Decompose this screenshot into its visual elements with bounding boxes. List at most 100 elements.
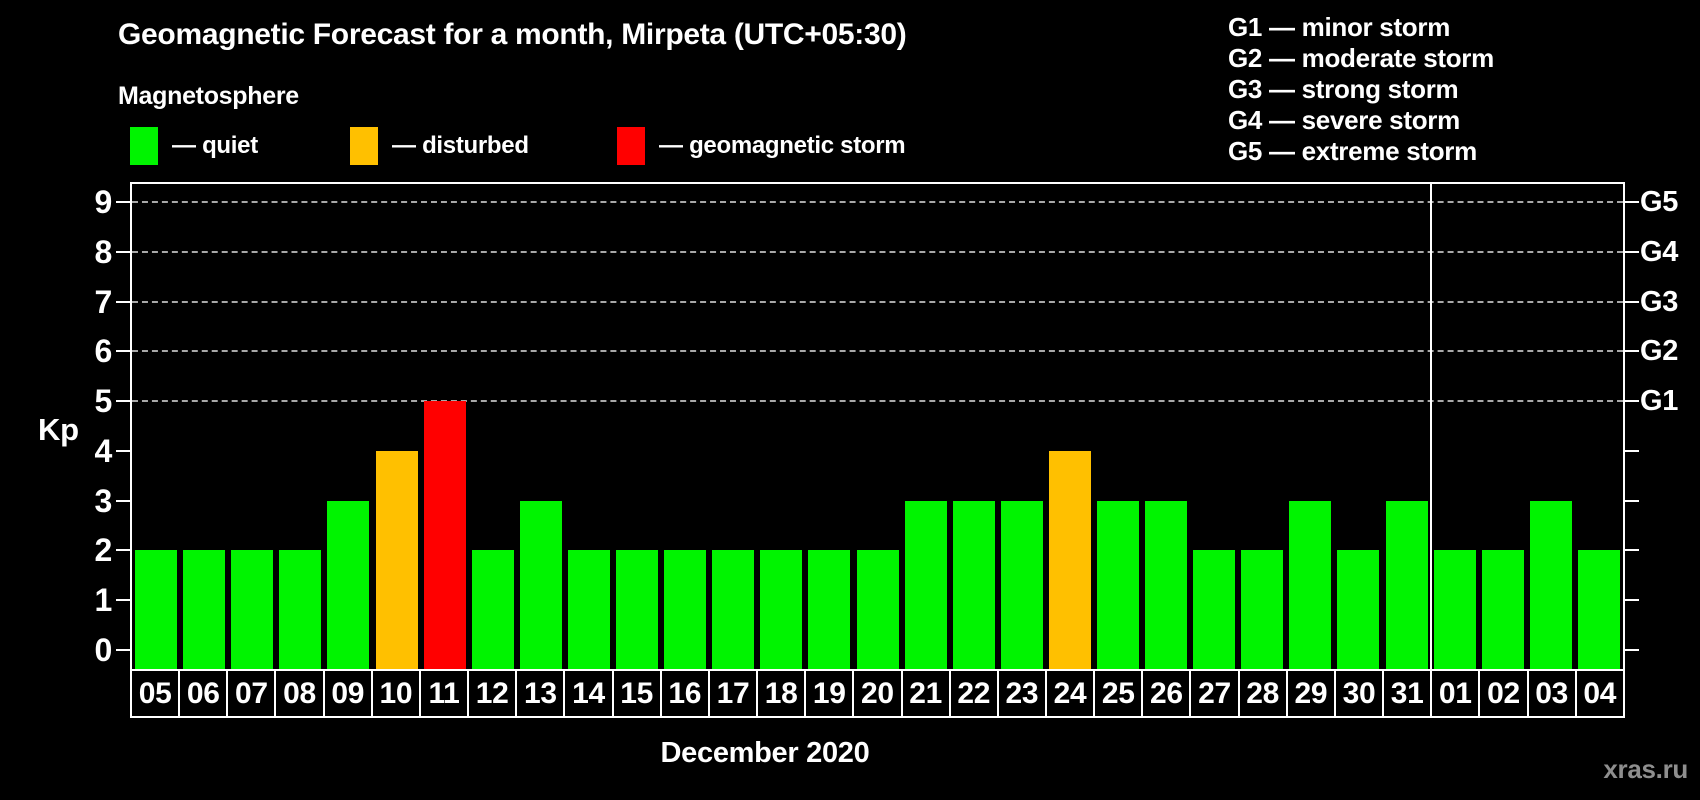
day-label-cell-20: 20	[852, 669, 903, 718]
chart-subtitle: Magnetosphere	[118, 82, 299, 110]
day-label-cell-06: 06	[178, 669, 229, 718]
bar-day-20	[856, 550, 899, 669]
y-axis-tick-right-1	[1625, 599, 1639, 602]
day-label-cell-30: 30	[1333, 669, 1385, 718]
chart-title: Geomagnetic Forecast for a month, Mirpet…	[118, 18, 907, 51]
y-axis-tick-right-6	[1625, 350, 1639, 353]
bar-day-04	[1577, 550, 1620, 669]
y-axis-label-1: 1	[94, 582, 113, 619]
y-axis-tick-left-4	[116, 449, 130, 452]
legend-label-disturbed: — disturbed	[392, 132, 529, 159]
bar-day-28	[1241, 550, 1284, 669]
y-axis-label-9: 9	[94, 183, 113, 220]
y-axis-tick-left-0	[116, 649, 130, 651]
y-axis-tick-right-5	[1625, 400, 1639, 403]
day-label-cell-07: 07	[226, 669, 277, 718]
day-label-cell-26: 26	[1141, 669, 1192, 718]
day-label-cell-21: 21	[900, 669, 951, 718]
bar-day-23	[1000, 501, 1043, 669]
storm-legend-line-1: G1 — minor storm	[1228, 12, 1451, 42]
day-label-cell-02: 02	[1478, 669, 1529, 718]
legend-swatch-disturbed	[350, 127, 378, 165]
g-scale-label-G2: G2	[1640, 335, 1679, 368]
bar-day-13	[519, 501, 562, 669]
day-label-cell-11: 11	[418, 669, 470, 718]
day-label-cell-14: 14	[563, 669, 614, 718]
bar-day-25	[1096, 501, 1139, 669]
day-label-cell-09: 09	[322, 669, 373, 718]
y-axis-tick-right-0	[1625, 649, 1639, 651]
day-label-cell-18: 18	[756, 669, 807, 718]
y-axis-tick-left-6	[116, 350, 130, 353]
bar-day-18	[760, 550, 803, 669]
y-axis-title: Kp	[38, 412, 79, 447]
storm-legend-line-5: G5 — extreme storm	[1228, 136, 1477, 166]
bar-day-15	[616, 550, 659, 669]
bar-day-06	[183, 550, 226, 669]
gridline-kp-7	[132, 300, 1623, 303]
x-axis-day-labels: 05 06 07 08 09 10 11 12 13 14 15 16 17 18 19 20 21 22 23 24…	[130, 669, 1625, 718]
legend-swatch-quiet	[130, 127, 158, 165]
bar-day-01	[1433, 550, 1476, 669]
y-axis-tick-right-4	[1625, 449, 1639, 452]
y-axis-tick-left-5	[116, 400, 130, 403]
legend-swatch-storm	[617, 127, 645, 165]
legend-label-quiet: — quiet	[172, 132, 258, 159]
y-axis-tick-left-9	[116, 200, 130, 203]
day-label-cell-08: 08	[274, 669, 325, 718]
g-scale-label-G1: G1	[1640, 385, 1679, 418]
day-label-cell-01: 01	[1430, 669, 1481, 718]
bar-day-05	[135, 550, 178, 669]
y-axis-label-4: 4	[94, 432, 113, 469]
day-label-cell-27: 27	[1189, 669, 1240, 718]
day-label-cell-03: 03	[1526, 669, 1577, 718]
g-scale-label-G5: G5	[1640, 185, 1679, 218]
bar-day-10	[375, 451, 418, 669]
legend-item-disturbed: — disturbed	[350, 127, 529, 165]
day-label-cell-24: 24	[1044, 669, 1096, 718]
legend-label-storm: — geomagnetic storm	[659, 132, 906, 159]
gridline-kp-9	[132, 200, 1623, 203]
y-axis-tick-left-3	[116, 499, 130, 502]
day-label-cell-17: 17	[707, 669, 759, 718]
g-scale-label-G3: G3	[1640, 285, 1679, 318]
bar-day-16	[664, 550, 707, 669]
storm-legend-line-2: G2 — moderate storm	[1228, 43, 1494, 73]
bar-day-03	[1529, 501, 1572, 669]
bar-day-22	[952, 501, 995, 669]
storm-scale-legend: G1 — minor storm G2 — moderate storm G3 — …	[1228, 12, 1494, 167]
legend-item-storm: — geomagnetic storm	[617, 127, 906, 165]
y-axis-label-0: 0	[94, 632, 113, 668]
bar-day-02	[1481, 550, 1524, 669]
y-axis-label-3: 3	[94, 482, 113, 519]
day-label-cell-29: 29	[1285, 669, 1336, 718]
y-axis-tick-left-7	[116, 300, 130, 303]
bar-day-19	[808, 550, 851, 669]
y-axis-label-5: 5	[94, 383, 113, 420]
bar-day-07	[231, 550, 274, 669]
storm-legend-line-3: G3 — strong storm	[1228, 74, 1459, 104]
bar-day-14	[567, 550, 610, 669]
bar-day-27	[1193, 550, 1236, 669]
y-axis-tick-left-8	[116, 250, 130, 253]
y-axis-tick-right-7	[1625, 300, 1639, 303]
gridline-kp-6	[132, 350, 1623, 353]
bar-day-29	[1289, 501, 1332, 669]
bar-day-11	[423, 401, 466, 669]
bar-day-30	[1337, 550, 1380, 669]
bar-day-09	[327, 501, 370, 669]
x-axis-title: December 2020	[660, 737, 870, 769]
legend-item-quiet: — quiet	[130, 127, 258, 165]
day-label-cell-31: 31	[1382, 669, 1433, 718]
day-label-cell-19: 19	[804, 669, 855, 718]
bar-day-12	[471, 550, 514, 669]
day-label-cell-28: 28	[1237, 669, 1288, 718]
storm-legend-line-4: G4 — severe storm	[1228, 105, 1460, 135]
day-label-cell-23: 23	[996, 669, 1047, 718]
y-axis-label-8: 8	[94, 233, 113, 270]
y-axis-label-2: 2	[94, 532, 113, 569]
bar-day-24	[1048, 451, 1091, 669]
day-label-cell-25: 25	[1093, 669, 1144, 718]
day-label-cell-16: 16	[659, 669, 710, 718]
bar-day-17	[712, 550, 755, 669]
